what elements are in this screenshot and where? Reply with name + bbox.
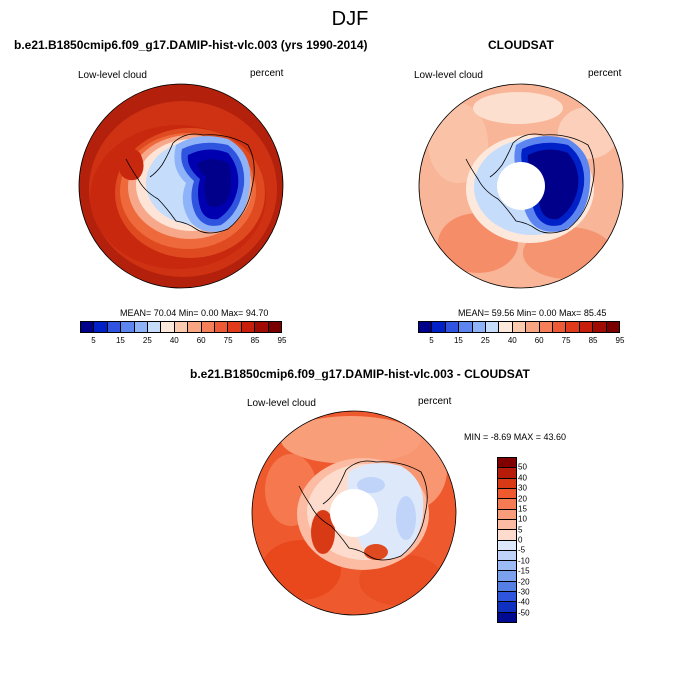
main-title: DJF (331, 8, 369, 30)
colorbar-tick-label: 40 (169, 336, 179, 345)
colorbar-tick-label: 75 (561, 336, 571, 345)
colorbar-swatch (215, 322, 229, 332)
colorbar-tick-label: 85 (250, 336, 260, 345)
panel-diff-title: b.e21.B1850cmip6.f09_g17.DAMIP-hist-vlc.… (190, 367, 530, 381)
colorbar-tick-label: 95 (615, 336, 625, 345)
colorbar-swatch (148, 322, 162, 332)
panel-model-left-label: Low-level cloud (78, 70, 147, 81)
colorbar-swatch (498, 499, 516, 510)
colorbar-swatch (419, 322, 433, 332)
colorbar-tick-label: 25 (142, 336, 152, 345)
colorbar-swatch (94, 322, 108, 332)
colorbar-swatch (512, 322, 527, 332)
colorbar-tick-label: -40 (518, 597, 530, 607)
colorbar-tick-label: -20 (518, 577, 530, 586)
colorbar-swatch (539, 322, 554, 332)
panel-obs-right-label: percent (588, 68, 622, 79)
colorbar-tick-label: 40 (518, 473, 527, 483)
colorbar-swatch (498, 468, 516, 479)
colorbar-swatch (498, 488, 516, 500)
model-colorbar (80, 321, 282, 333)
colorbar-swatch (498, 612, 516, 622)
colorbar-tick-label: 75 (223, 336, 233, 345)
colorbar-tick-label: -50 (518, 608, 530, 618)
colorbar-tick-label: 85 (588, 336, 598, 345)
colorbar-swatch (526, 322, 540, 332)
colorbar-tick-label: 5 (429, 336, 434, 345)
colorbar-swatch (553, 322, 567, 332)
colorbar-tick-label: -15 (518, 566, 530, 576)
panel-diff-left-label: Low-level cloud (247, 398, 316, 409)
colorbar-tick-label: 20 (518, 494, 527, 503)
colorbar-swatch (174, 322, 189, 332)
colorbar-swatch (498, 592, 516, 603)
colorbar-tick-label: 40 (507, 336, 517, 345)
difference-polar-map (251, 410, 457, 616)
colorbar-swatch (121, 322, 135, 332)
colorbar-swatch (579, 322, 594, 332)
colorbar-swatch (201, 322, 216, 332)
colorbar-tick-label: 50 (518, 462, 527, 472)
colorbar-swatch (498, 478, 516, 489)
colorbar-tick-label: 0 (518, 535, 523, 545)
difference-colorbar (497, 457, 517, 623)
cloudsat-polar-map (418, 83, 624, 289)
colorbar-tick-label: 5 (91, 336, 96, 345)
panel-model-stats: MEAN= 70.04 Min= 0.00 Max= 94.70 (120, 308, 269, 318)
panel-obs-title: CLOUDSAT (488, 38, 554, 52)
colorbar-swatch (255, 322, 269, 332)
colorbar-tick-label: 15 (453, 336, 463, 345)
colorbar-tick-label: 5 (518, 525, 523, 535)
colorbar-tick-label: 60 (196, 336, 206, 345)
colorbar-swatch (228, 322, 242, 332)
colorbar-swatch (134, 322, 149, 332)
colorbar-swatch (486, 322, 500, 332)
colorbar-swatch (498, 458, 516, 469)
colorbar-swatch (498, 550, 516, 562)
colorbar-swatch (498, 571, 516, 582)
colorbar-swatch (107, 322, 122, 332)
panel-model-title: b.e21.B1850cmip6.f09_g17.DAMIP-hist-vlc.… (14, 38, 368, 52)
colorbar-swatch (498, 581, 516, 593)
panel-obs-stats: MEAN= 59.56 Min= 0.00 Max= 85.45 (458, 308, 607, 318)
colorbar-swatch (459, 322, 473, 332)
colorbar-tick-label: 15 (115, 336, 125, 345)
colorbar-swatch (498, 509, 516, 520)
obs-colorbar (418, 321, 620, 333)
colorbar-tick-label: 25 (480, 336, 490, 345)
colorbar-swatch (499, 322, 513, 332)
colorbar-tick-label: -30 (518, 587, 530, 597)
colorbar-swatch (81, 322, 95, 332)
colorbar-swatch (593, 322, 607, 332)
model-polar-map (78, 83, 284, 289)
colorbar-swatch (498, 530, 516, 541)
colorbar-swatch (566, 322, 580, 332)
panel-diff-stats: MIN = -8.69 MAX = 43.60 (464, 432, 567, 442)
colorbar-tick-label: 30 (518, 483, 527, 493)
panel-obs-left-label: Low-level cloud (414, 70, 483, 81)
colorbar-swatch (445, 322, 460, 332)
panel-diff-right-label: percent (418, 396, 452, 407)
colorbar-swatch (432, 322, 446, 332)
colorbar-swatch (498, 602, 516, 613)
colorbar-swatch (498, 561, 516, 572)
colorbar-swatch (472, 322, 487, 332)
colorbar-swatch (188, 322, 202, 332)
colorbar-swatch (606, 322, 620, 332)
colorbar-tick-label: -10 (518, 556, 530, 566)
colorbar-tick-label: 60 (534, 336, 544, 345)
colorbar-swatch (161, 322, 175, 332)
colorbar-swatch (241, 322, 256, 332)
colorbar-swatch (498, 519, 516, 531)
colorbar-swatch (498, 540, 516, 551)
colorbar-tick-label: 95 (277, 336, 287, 345)
colorbar-swatch (268, 322, 282, 332)
colorbar-tick-label: 10 (518, 514, 527, 524)
colorbar-tick-label: 15 (518, 504, 527, 514)
panel-model-right-label: percent (250, 68, 284, 79)
colorbar-tick-label: -5 (518, 545, 526, 555)
